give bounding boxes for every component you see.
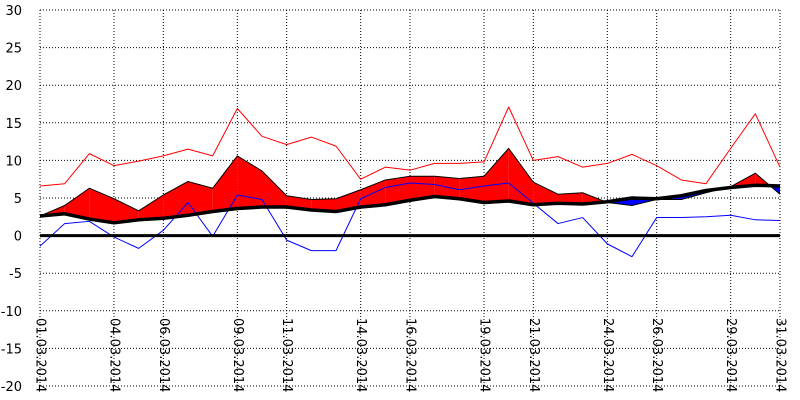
above-normal-fill — [558, 192, 583, 205]
min-temperature-line — [39, 182, 781, 258]
above-normal-fill — [459, 176, 484, 203]
x-tick-label: 19.03.2014 — [477, 318, 492, 392]
x-tick-label: 31.03.2014 — [773, 318, 788, 392]
x-tick-label: 06.03.2014 — [156, 318, 171, 392]
above-normal-fill — [64, 188, 90, 220]
y-tick-label: 15 — [5, 117, 22, 132]
normal-temperature-line — [39, 183, 781, 225]
x-tick-label: 11.03.2014 — [279, 318, 294, 392]
x-tick-label: 01.03.2014 — [33, 318, 48, 392]
y-tick-label: 30 — [5, 4, 22, 19]
x-tick-label: 14.03.2014 — [353, 318, 368, 392]
above-normal-fill — [508, 148, 534, 205]
above-normal-fill — [262, 170, 287, 208]
x-tick-label: 24.03.2014 — [600, 318, 615, 392]
above-normal-fill — [237, 155, 262, 209]
x-tick-label: 09.03.2014 — [230, 318, 245, 392]
x-tick-label: 26.03.2014 — [649, 318, 664, 392]
above-normal-fill — [114, 198, 139, 223]
x-tick-label: 04.03.2014 — [107, 318, 122, 392]
y-tick-label: 25 — [5, 42, 22, 57]
deviation-fills — [40, 148, 780, 223]
y-tick-label: -10 — [1, 305, 22, 320]
y-tick-label: 10 — [5, 154, 22, 169]
above-normal-fill — [138, 194, 164, 220]
x-tick-label: 29.03.2014 — [723, 318, 738, 392]
x-axis: 01.03.2014 04.03.2014 06.03.2014 09.03.2014… — [33, 318, 788, 392]
y-tick-label: 20 — [5, 79, 22, 94]
y-tick-label: -20 — [1, 380, 22, 395]
y-tick-label: -15 — [1, 342, 22, 357]
y-axis: 30 25 20 15 10 5 0 -5 -10 -15 -20 — [1, 4, 22, 395]
above-normal-fill — [484, 148, 509, 203]
above-normal-fill — [410, 176, 435, 201]
x-tick-label: 21.03.2014 — [526, 318, 541, 392]
y-tick-label: -5 — [9, 267, 22, 282]
max-temperature-line — [39, 106, 781, 187]
y-tick-label: 0 — [14, 230, 22, 245]
above-normal-fill — [533, 182, 558, 205]
y-tick-label: 5 — [14, 192, 22, 207]
above-normal-fill — [89, 188, 114, 223]
above-normal-fill — [385, 176, 410, 205]
grid-lines — [39, 9, 781, 387]
x-tick-label: 16.03.2014 — [403, 318, 418, 392]
above-normal-fill — [212, 155, 238, 212]
series-lines — [39, 106, 781, 258]
above-normal-fill — [336, 189, 361, 212]
above-normal-fill — [311, 198, 336, 212]
above-normal-fill — [188, 181, 213, 216]
